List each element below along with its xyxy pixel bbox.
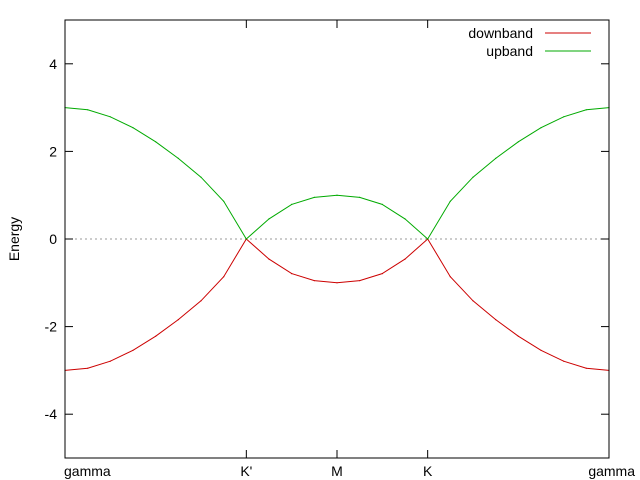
data-point-downband: [155, 335, 157, 337]
data-point-upband: [313, 196, 315, 198]
data-point-downband: [268, 258, 270, 260]
legend-label-downband: downband: [468, 25, 533, 41]
data-point-downband: [359, 280, 361, 282]
data-point-upband: [359, 196, 361, 198]
data-point-downband: [132, 349, 134, 351]
legend: downband upband: [468, 25, 591, 59]
data-point-downband: [200, 300, 202, 302]
y-axis-label: Energy: [6, 217, 22, 261]
data-point-upband: [223, 200, 225, 202]
data-point-upband: [449, 200, 451, 202]
data-point-upband: [472, 176, 474, 178]
legend-label-upband: upband: [486, 43, 533, 59]
series-layer: [64, 107, 610, 371]
data-point-upband: [404, 218, 406, 220]
data-point-upband: [109, 116, 111, 118]
data-point-upband: [155, 141, 157, 143]
data-point-downband: [517, 335, 519, 337]
y-tick-label: 0: [49, 231, 57, 247]
data-point-upband: [540, 127, 542, 129]
data-point-upband: [585, 109, 587, 111]
x-tick-label: gamma: [64, 463, 111, 479]
data-point-downband: [177, 319, 179, 321]
data-point-downband: [336, 282, 338, 284]
x-tick-label: gamma: [588, 463, 635, 479]
data-point-downband: [291, 273, 293, 275]
data-point-upband: [563, 116, 565, 118]
plot-frame: [64, 19, 610, 459]
data-point-upband: [200, 176, 202, 178]
data-point-upband: [381, 203, 383, 205]
data-point-downband: [109, 360, 111, 362]
data-point-downband: [381, 273, 383, 275]
data-point-downband: [495, 319, 497, 321]
x-tick-label: K': [240, 463, 252, 479]
x-tick-label: M: [331, 463, 343, 479]
y-tick-label: 2: [49, 143, 57, 159]
y-tick-label: -4: [45, 406, 58, 422]
data-point-downband: [540, 349, 542, 351]
data-point-upband: [177, 157, 179, 159]
data-point-upband: [427, 238, 429, 240]
data-point-upband: [517, 141, 519, 143]
x-tick-label: K: [423, 463, 433, 479]
data-point-downband: [223, 276, 225, 278]
data-point-upband: [336, 194, 338, 196]
data-point-downband: [404, 258, 406, 260]
data-point-downband: [585, 367, 587, 369]
data-point-upband: [87, 109, 89, 111]
data-point-upband: [268, 218, 270, 220]
y-tick-label: -2: [45, 319, 58, 335]
data-point-downband: [313, 280, 315, 282]
data-point-upband: [291, 203, 293, 205]
data-point-downband: [563, 360, 565, 362]
data-point-upband: [495, 157, 497, 159]
data-point-upband: [132, 127, 134, 129]
data-point-downband: [472, 300, 474, 302]
y-tick-label: 4: [49, 56, 57, 72]
data-point-upband: [245, 238, 247, 240]
data-point-downband: [449, 276, 451, 278]
data-point-downband: [87, 367, 89, 369]
